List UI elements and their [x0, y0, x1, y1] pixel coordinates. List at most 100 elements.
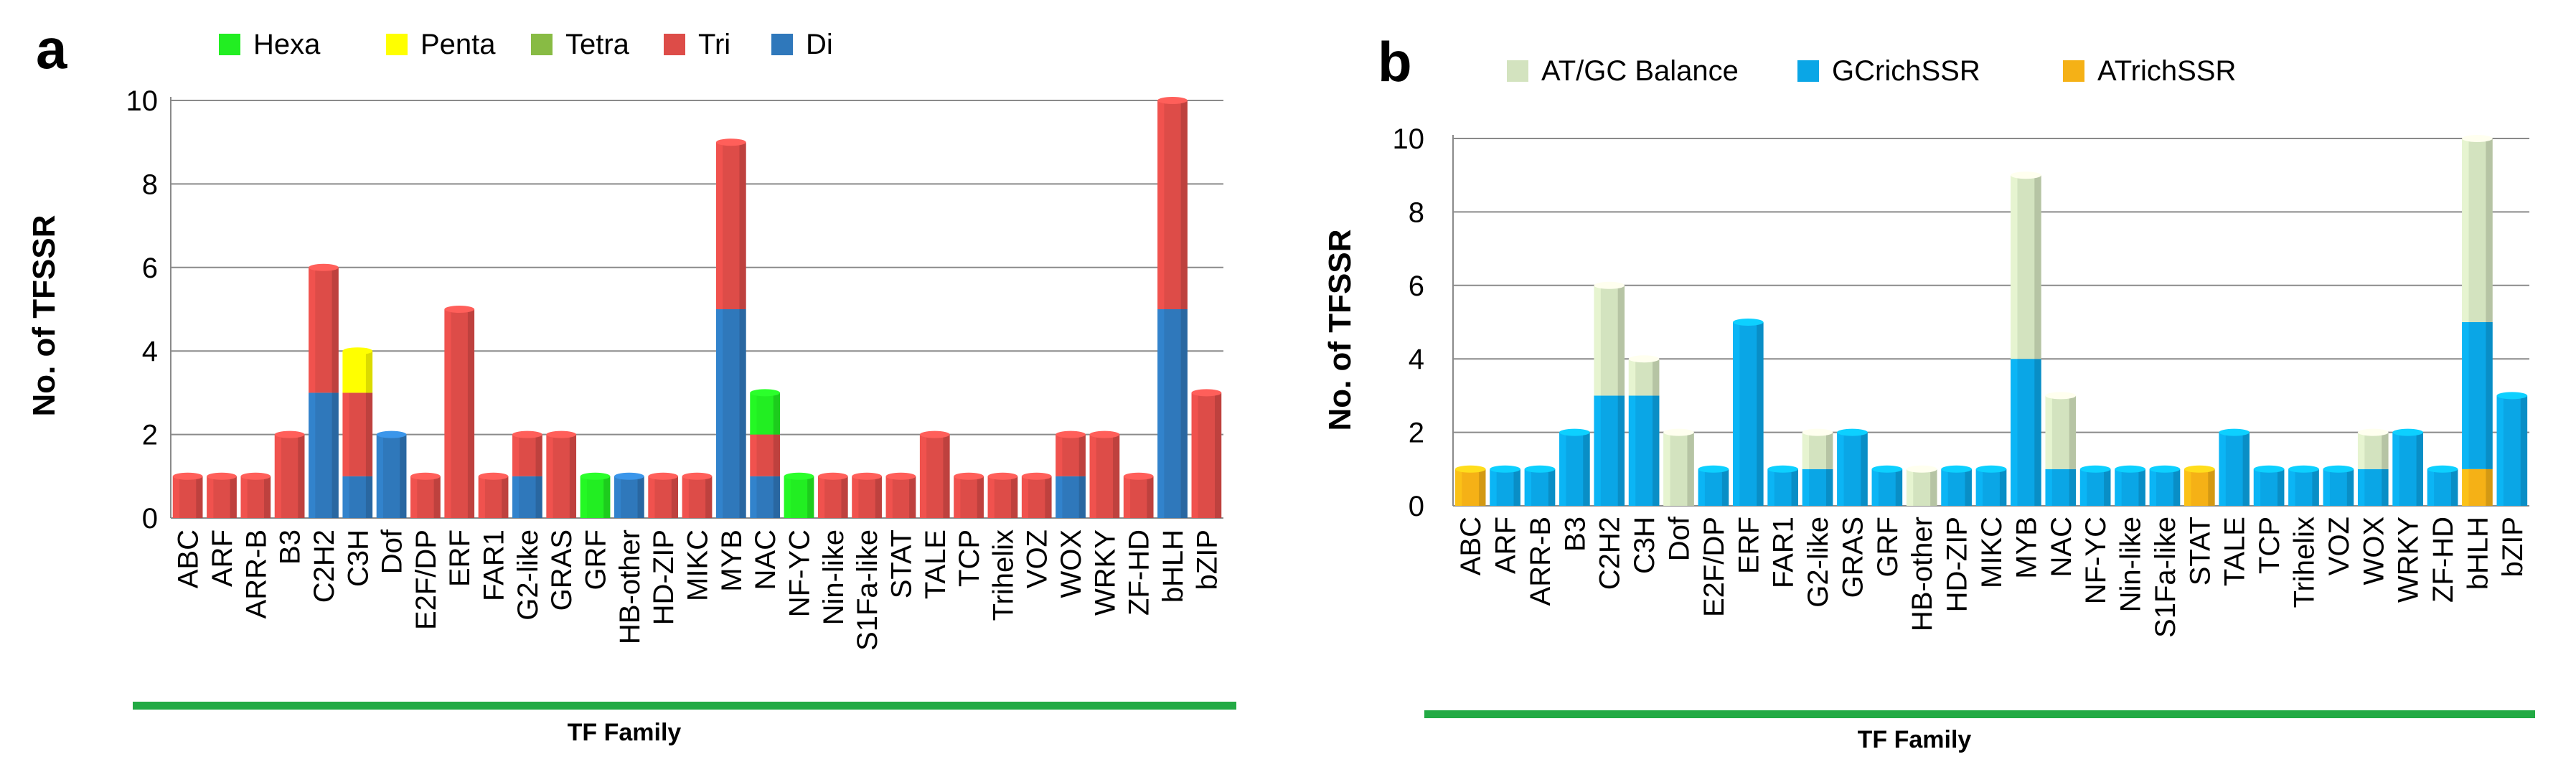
x-tick-label: ABC — [173, 529, 205, 588]
panel-a-x-axis-bar — [133, 702, 1236, 710]
panel-a: a Hexa Penta Tetra Tri Di No. of TFSSR 0 2 4 6 8… — [27, 17, 1236, 746]
x-tick-label: TCP — [2254, 517, 2285, 574]
panel-b-x-axis-bar — [1424, 710, 2535, 718]
bar-segment-gcrichssr-mikc — [1975, 469, 2007, 506]
x-tick-label: ARR-B — [1525, 517, 1556, 606]
x-tick-label: S1Fa-like — [2150, 517, 2181, 638]
bar-cap — [885, 472, 916, 480]
bar-cap — [1021, 472, 1052, 480]
bar-segment-gcrichssr-c3h — [1628, 395, 1660, 506]
legend-label-atrichssr: ATrichSSR — [2097, 55, 2236, 87]
bar-cap — [954, 472, 984, 480]
bar-segment-di-wox — [1056, 476, 1086, 518]
bar-segment-tri-abc — [172, 476, 203, 518]
x-tick-label: Nin-like — [2115, 517, 2147, 612]
bar-cap — [478, 472, 509, 480]
x-tick-label: VOZ — [2323, 517, 2355, 575]
x-tick-label: NF-YC — [2080, 517, 2112, 604]
bar-cap — [2357, 428, 2389, 436]
bar-segment-gcrichssr-bhlh — [2462, 322, 2493, 469]
x-tick-label: ERF — [1733, 517, 1764, 574]
bar-cap — [2149, 465, 2181, 473]
legend-swatch-penta — [386, 34, 408, 55]
bar-cap — [1524, 465, 1556, 473]
legend-label-tri: Tri — [698, 29, 730, 60]
bar-segment-at-gc-balance-dof — [1663, 432, 1694, 506]
bar-segment-at-gc-balance-myb — [2011, 175, 2041, 359]
x-tick-label: MYB — [2011, 517, 2042, 579]
x-tick-label: MIKC — [1976, 517, 2008, 588]
bar-segment-gcrichssr-arr-b — [1524, 469, 1556, 506]
legend-label-hexa: Hexa — [253, 29, 321, 60]
legend-swatch-hexa — [219, 34, 240, 55]
x-tick-label: bHLH — [1157, 529, 1189, 603]
legend-label-gcrichssr: GCrichSSR — [1832, 55, 1980, 87]
legend-swatch-gcrichssr — [1797, 60, 1819, 82]
x-tick-label: C3H — [1629, 517, 1660, 574]
x-tick-label: Trihelix — [987, 529, 1019, 621]
bar-cap — [410, 472, 441, 480]
x-tick-label: NF-YC — [784, 529, 815, 617]
panel-a-bars — [172, 97, 1222, 518]
panel-b: b AT/GC Balance GCrichSSR ATrichSSR No. of… — [1322, 30, 2535, 753]
bar-segment-gcrichssr-nf-yc — [2079, 469, 2111, 506]
x-tick-label: WRKY — [2393, 517, 2425, 603]
bar-segment-tri-trihelix — [987, 476, 1018, 518]
bar-cap — [512, 430, 542, 438]
bar-segment-gcrichssr-hd-zip — [1941, 469, 1972, 506]
bar-segment-di-nac — [750, 476, 780, 518]
bar-segment-di-myb — [716, 309, 746, 518]
x-tick-label: E2F/DP — [410, 529, 442, 630]
x-tick-label: C3H — [342, 529, 374, 587]
bar-segment-di-c3h — [342, 476, 373, 518]
bar-cap — [2184, 465, 2215, 473]
panel-a-category-labels: ABC ARF ARR-B B3 C2H2 C3H Dof E2F/DP ERF FAR1 G2-l… — [173, 529, 1223, 651]
bar-segment-tri-tale — [919, 434, 950, 518]
bar-segment-tri-e2f-dp — [410, 476, 441, 518]
bar-segment-tri-nac — [750, 434, 780, 476]
bar-segment-tri-g2-like — [512, 434, 542, 476]
bar-cap — [2253, 465, 2285, 473]
bar-segment-gcrichssr-g2-like — [1802, 469, 1833, 506]
y-tick-label: 6 — [142, 253, 158, 284]
panel-b-legend: AT/GC Balance GCrichSSR ATrichSSR — [1507, 55, 2236, 87]
bar-cap — [1157, 97, 1188, 104]
x-tick-label: ERF — [444, 529, 476, 587]
x-tick-label: HD-ZIP — [648, 529, 680, 625]
x-tick-label: ARF — [207, 529, 238, 587]
bar-cap — [376, 430, 407, 438]
x-tick-label: B3 — [275, 529, 306, 565]
x-tick-label: FAR1 — [479, 529, 510, 601]
bar-cap — [1941, 465, 1972, 473]
x-tick-label: HD-ZIP — [1942, 517, 1973, 612]
bar-cap — [1191, 389, 1222, 397]
bar-cap — [1698, 465, 1729, 473]
bar-segment-gcrichssr-zf-hd — [2427, 469, 2458, 506]
x-tick-label: ARF — [1490, 517, 1522, 574]
x-tick-label: ZF-HD — [1124, 529, 1155, 616]
bar-cap — [546, 430, 577, 438]
bar-segment-gcrichssr-grf — [1871, 469, 1903, 506]
x-tick-label: Dof — [377, 529, 408, 574]
y-tick-label: 0 — [1409, 491, 1424, 522]
bar-segment-tri-hd-zip — [648, 476, 678, 518]
bar-cap — [716, 138, 746, 146]
bar-segment-tri-voz — [1021, 476, 1052, 518]
legend-label-at-gc-balance: AT/GC Balance — [1541, 55, 1739, 87]
x-tick-label: HB-other — [614, 529, 646, 644]
panel-b-bars — [1454, 135, 2528, 506]
x-tick-label: Dof — [1664, 516, 1696, 561]
bar-segment-tri-tcp — [954, 476, 984, 518]
bar-cap — [919, 430, 950, 438]
y-tick-label: 4 — [1409, 344, 1424, 375]
bar-segment-gcrichssr-nac — [2045, 469, 2077, 506]
x-tick-label: B3 — [1559, 517, 1591, 552]
x-tick-label: G2-like — [1802, 517, 1834, 608]
bar-cap — [2323, 465, 2354, 473]
x-tick-label: GRF — [580, 529, 612, 590]
y-tick-label: 10 — [1393, 123, 1425, 155]
bar-segment-gcrichssr-trihelix — [2288, 469, 2319, 506]
y-tick-label: 2 — [142, 420, 158, 451]
bar-cap — [2219, 428, 2250, 436]
panel-a-x-axis-label: TF Family — [568, 719, 682, 746]
